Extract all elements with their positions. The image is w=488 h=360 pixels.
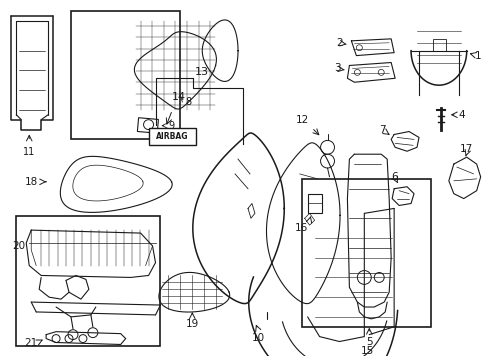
Bar [307, 194, 321, 213]
Text: 9: 9 [168, 121, 174, 131]
Text: 20: 20 [13, 241, 26, 251]
Text: 1: 1 [474, 51, 480, 60]
Text: 7: 7 [378, 125, 385, 135]
Text: 18: 18 [24, 177, 38, 187]
Text: 10: 10 [251, 333, 264, 343]
Bar [148, 127, 196, 145]
Text: 21: 21 [24, 338, 38, 347]
Text: 6: 6 [390, 172, 397, 182]
Bar [71, 11, 180, 139]
Text: 4: 4 [458, 110, 465, 120]
Text: 12: 12 [295, 115, 309, 125]
Text: 11: 11 [23, 147, 35, 157]
Text: AIRBAG: AIRBAG [156, 132, 188, 141]
Text: 5: 5 [365, 337, 372, 347]
Text: 19: 19 [185, 319, 199, 329]
Text: 14: 14 [171, 92, 185, 102]
Text: 15: 15 [360, 346, 373, 356]
Bar [432, 39, 445, 51]
Text: 16: 16 [294, 223, 307, 233]
Bar [137, 118, 158, 133]
Text: 2: 2 [335, 38, 342, 48]
Bar [301, 179, 430, 327]
Text: 13: 13 [195, 67, 209, 77]
Text: 17: 17 [459, 144, 472, 154]
Text: 3: 3 [333, 63, 340, 73]
Bar [16, 216, 160, 346]
Text: 8: 8 [185, 97, 191, 107]
